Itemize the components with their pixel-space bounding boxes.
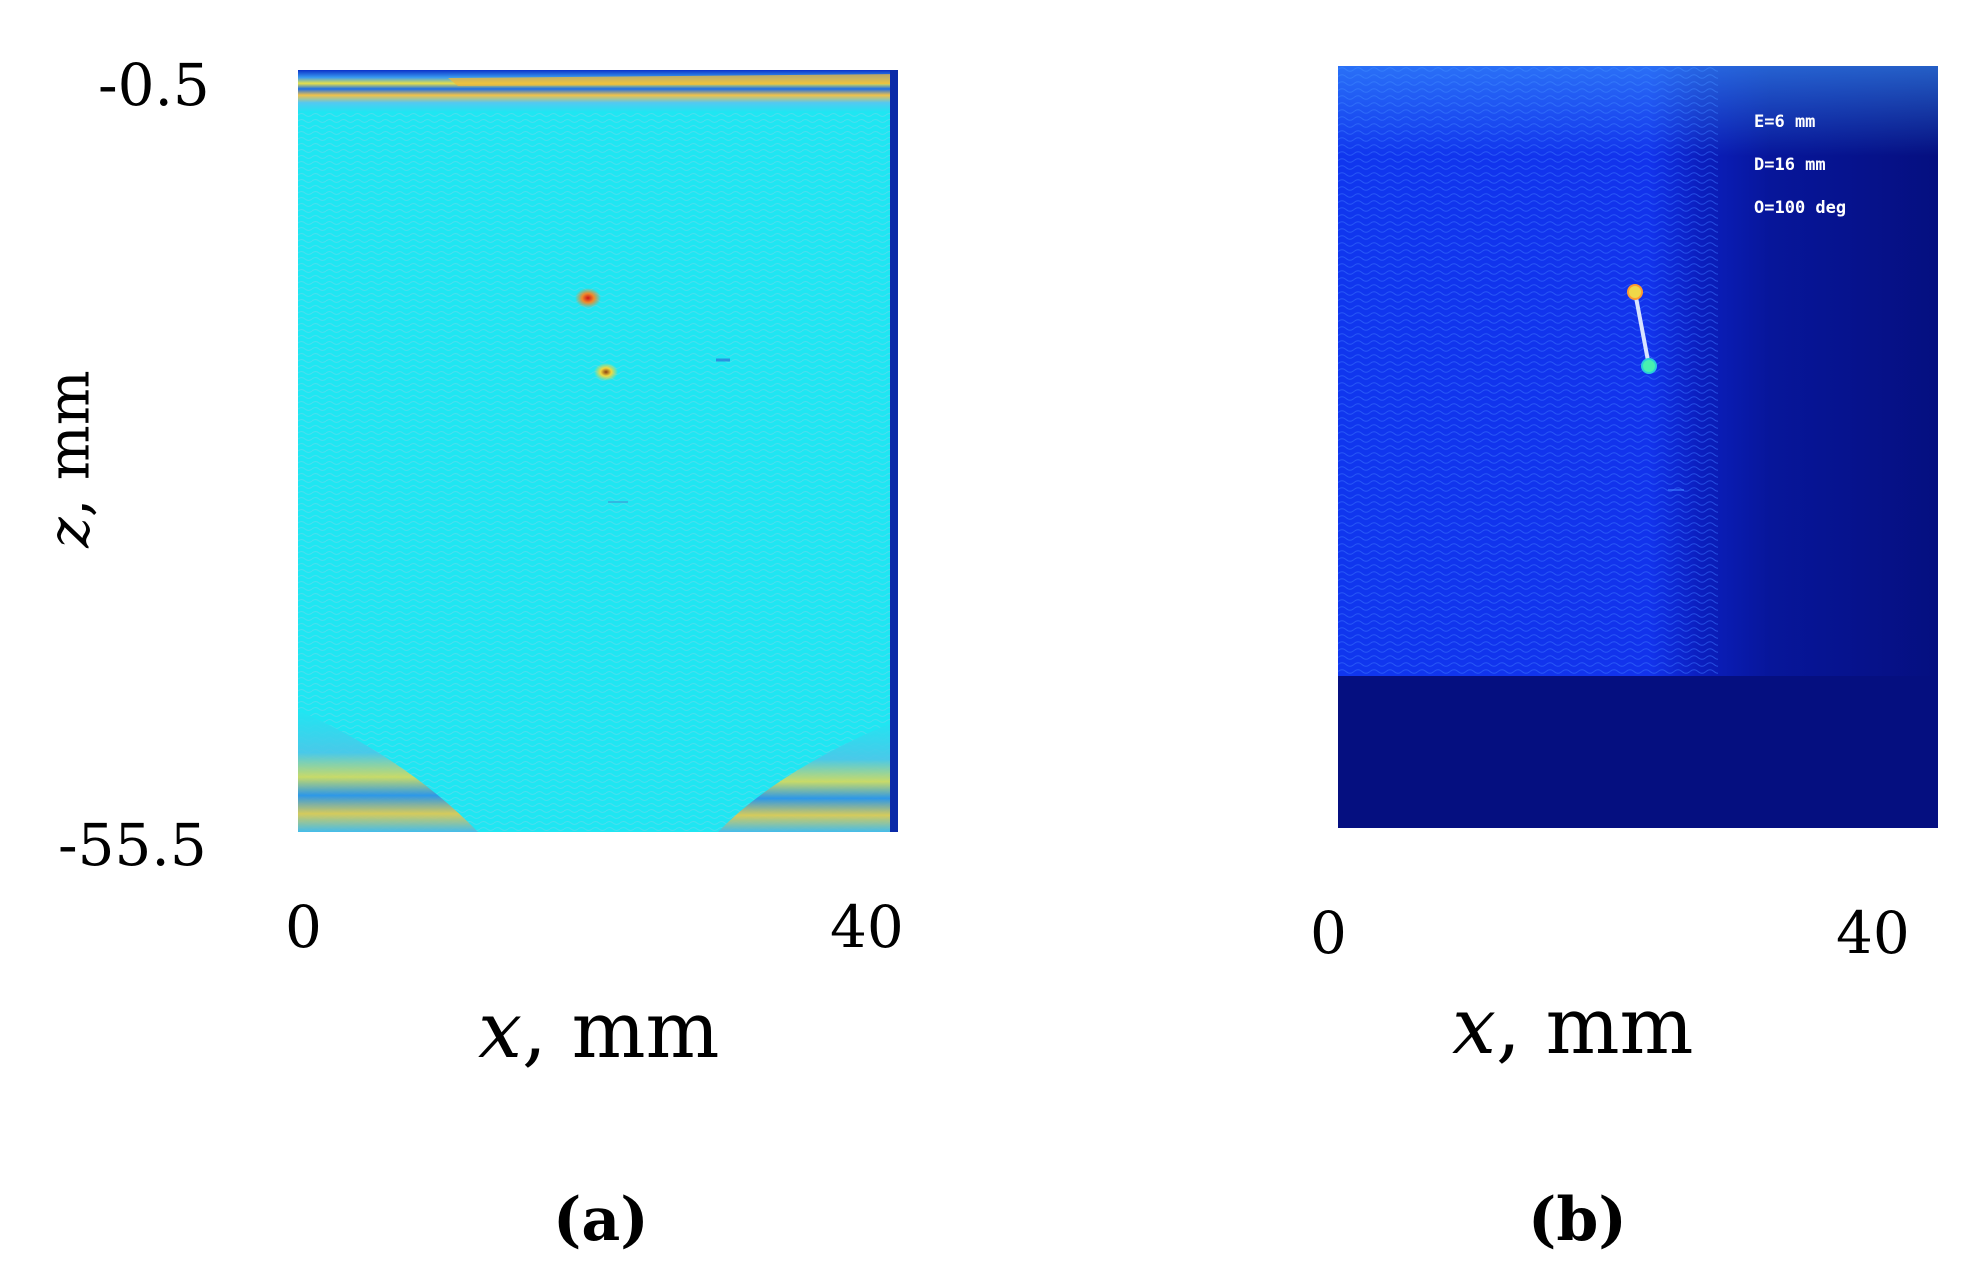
panel-label-b: (b) xyxy=(1528,1185,1627,1255)
measured-segment xyxy=(1633,291,1651,367)
heatmap-a xyxy=(298,70,898,832)
bottom-left-fringe xyxy=(298,710,478,832)
bottom-right-fringe xyxy=(718,720,898,832)
y-axis-variable: z xyxy=(34,517,103,548)
panel-label-a: (a) xyxy=(553,1185,649,1255)
x-axis-variable-a: x xyxy=(478,986,522,1076)
y-axis-unit: , mm xyxy=(34,370,103,518)
annotation-e: E=6 mm xyxy=(1754,112,1815,132)
x-axis-label-b: x, mm xyxy=(1452,988,1694,1066)
y-tick-bottom: -55.5 xyxy=(58,811,207,879)
x-axis-unit-a: , mm xyxy=(522,986,720,1076)
x-tick-0-a: 0 xyxy=(285,893,322,961)
annotation-o: O=100 deg xyxy=(1754,198,1846,218)
y-axis-label: z, mm xyxy=(35,370,103,547)
indication-lower xyxy=(594,363,618,381)
x-tick-40-a: 40 xyxy=(830,893,904,961)
x-axis-label-a: x, mm xyxy=(478,992,720,1070)
right-edge-strip xyxy=(890,70,898,832)
heatmap-b-bottom-block xyxy=(1338,676,1938,828)
segment-end-bottom xyxy=(1641,358,1657,374)
x-tick-0-b: 0 xyxy=(1310,899,1347,967)
x-tick-40-b: 40 xyxy=(1836,899,1910,967)
indication-upper xyxy=(575,288,601,308)
x-axis-unit-b: , mm xyxy=(1496,982,1694,1072)
annotation-d: D=16 mm xyxy=(1754,155,1826,175)
heatmap-b: E=6 mm D=16 mm O=100 deg xyxy=(1338,66,1938,828)
y-tick-top: -0.5 xyxy=(98,51,210,119)
segment-end-top xyxy=(1627,284,1643,300)
x-axis-variable-b: x xyxy=(1452,982,1496,1072)
